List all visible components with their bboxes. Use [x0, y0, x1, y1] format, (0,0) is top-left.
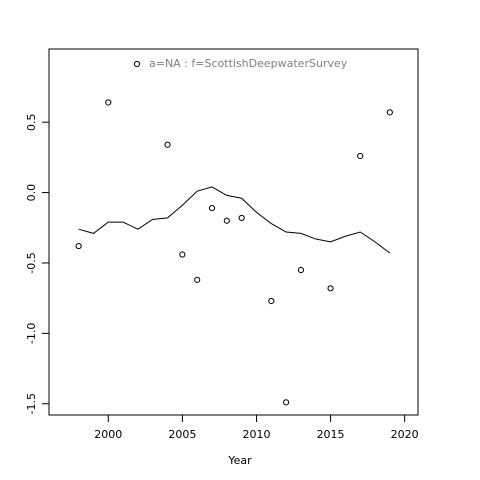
point [194, 276, 201, 283]
x-tick-label: 2005 [168, 428, 196, 441]
x-axis-label: Year [227, 454, 252, 467]
point [386, 109, 393, 116]
point [297, 266, 305, 274]
y-tick-label: 0.0 [25, 184, 38, 202]
y-tick-label: -0.5 [25, 252, 38, 273]
trend-line [78, 186, 391, 254]
point [208, 204, 216, 212]
point [75, 242, 82, 250]
y-tick-label: 0.5 [25, 113, 38, 131]
point [179, 251, 186, 258]
plot-frame [48, 48, 419, 416]
point [268, 297, 275, 305]
legend-label: a=NA : f=ScottishDeepwaterSurvey [149, 57, 348, 70]
point [223, 217, 230, 224]
point [164, 141, 171, 148]
legend-symbol [133, 60, 141, 68]
x-tick-label: 2015 [317, 428, 345, 441]
y-tick-label: -1.5 [25, 393, 38, 414]
point [283, 399, 290, 406]
point [327, 285, 334, 292]
point [238, 214, 245, 222]
point [105, 99, 112, 106]
y-tick-label: -1.0 [25, 323, 38, 344]
x-tick-label: 2000 [94, 428, 122, 441]
point [357, 152, 364, 160]
x-tick-label: 2010 [242, 428, 270, 441]
x-tick-label: 2020 [391, 428, 419, 441]
